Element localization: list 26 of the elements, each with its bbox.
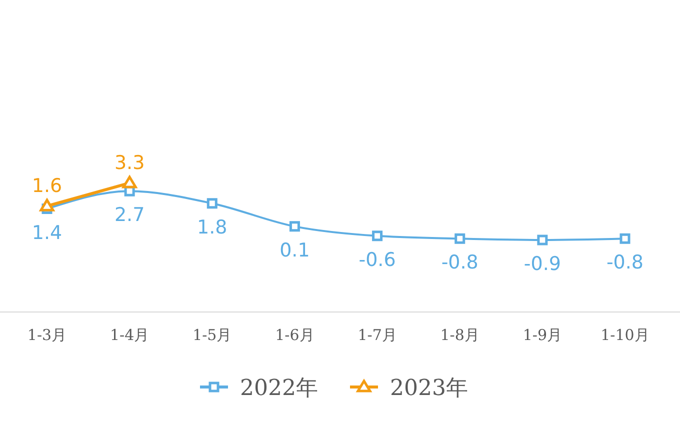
- legend-label: 2023年: [390, 376, 468, 401]
- data-label: 1.4: [32, 222, 62, 244]
- data-label: 1.6: [32, 175, 62, 198]
- x-tick-label: 1-4月: [110, 326, 150, 344]
- data-label: 1.8: [197, 216, 228, 238]
- data-label: 0.1: [280, 239, 310, 262]
- x-tick-label: 1-3月: [27, 326, 67, 344]
- point: [537, 234, 548, 246]
- point: [206, 198, 218, 209]
- x-tick-label: 1-9月: [522, 326, 562, 344]
- data-label: -0.8: [606, 252, 644, 274]
- point: [372, 230, 383, 242]
- data-label: 3.3: [114, 152, 145, 174]
- legend-label: 2022年: [240, 376, 318, 401]
- x-tick-label: 1-5月: [192, 326, 232, 344]
- point: [454, 233, 466, 244]
- data-label: -0.8: [441, 252, 478, 274]
- data-label: -0.9: [524, 253, 561, 275]
- data-label: 2.7: [114, 204, 145, 226]
- x-tick-label: 1-6月: [275, 326, 314, 344]
- point: [289, 221, 300, 232]
- point: [620, 233, 630, 244]
- data-label: -0.6: [358, 248, 396, 271]
- x-tick-label: 1-10月: [600, 326, 650, 344]
- x-tick-label: 1-7月: [358, 326, 397, 344]
- x-tick-label: 1-8月: [440, 326, 480, 344]
